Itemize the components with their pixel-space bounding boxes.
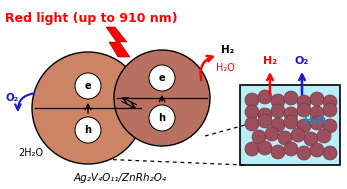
Circle shape [323,119,337,133]
FancyBboxPatch shape [240,85,340,165]
Circle shape [114,50,210,146]
Circle shape [297,119,311,133]
Text: h: h [85,125,92,135]
Circle shape [149,65,175,91]
Text: H₂O: H₂O [304,116,326,126]
Circle shape [323,95,337,109]
Text: Red light (up to 910 nm): Red light (up to 910 nm) [5,12,178,25]
Circle shape [297,95,311,109]
Circle shape [284,91,298,105]
Circle shape [149,105,175,131]
Circle shape [265,127,279,141]
Text: O₂: O₂ [295,56,309,66]
Circle shape [258,90,272,104]
Text: H₂: H₂ [263,56,277,66]
Circle shape [258,108,272,122]
Circle shape [271,94,285,108]
Circle shape [278,131,292,145]
Circle shape [245,105,259,119]
Circle shape [75,117,101,143]
Text: H₂O: H₂O [216,63,235,73]
Circle shape [75,73,101,99]
Circle shape [284,115,298,129]
Circle shape [258,114,272,128]
Circle shape [271,118,285,132]
Circle shape [310,116,324,130]
Circle shape [284,107,298,121]
Text: Ag₂V₄O₁₁/ZnRh₂O₄: Ag₂V₄O₁₁/ZnRh₂O₄ [74,173,167,183]
Circle shape [297,146,311,160]
Circle shape [323,103,337,117]
Circle shape [310,143,324,157]
Circle shape [310,106,324,120]
Circle shape [245,117,259,131]
Circle shape [310,92,324,106]
Text: 2H₂O: 2H₂O [18,148,43,158]
Circle shape [245,142,259,156]
Circle shape [291,128,305,142]
Circle shape [297,103,311,117]
Text: e: e [85,81,91,91]
Circle shape [271,104,285,118]
Circle shape [323,146,337,160]
Text: O₂: O₂ [6,93,19,103]
Circle shape [317,129,331,143]
Text: H₂: H₂ [221,45,234,55]
Circle shape [245,93,259,107]
Text: h: h [159,113,166,123]
Circle shape [304,132,318,146]
Circle shape [271,145,285,159]
Text: e: e [159,73,165,83]
Circle shape [284,142,298,156]
Circle shape [252,130,266,144]
Circle shape [258,141,272,155]
Circle shape [32,52,144,164]
Polygon shape [106,27,130,57]
